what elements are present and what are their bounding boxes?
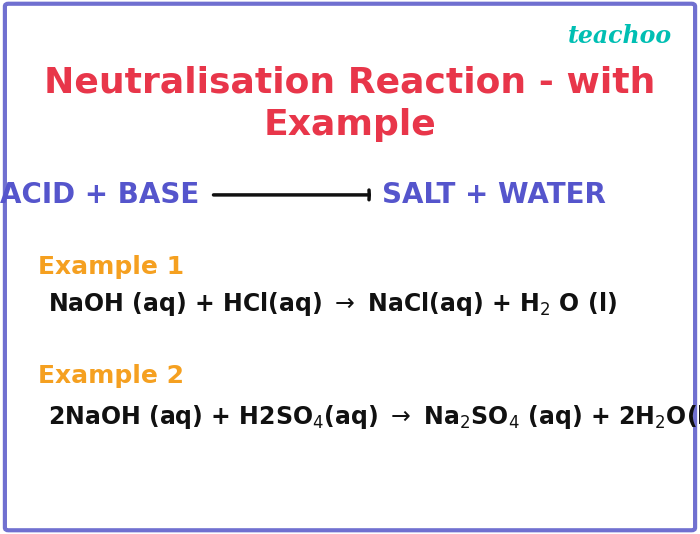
Text: Example: Example (264, 108, 436, 143)
Text: Neutralisation Reaction - with: Neutralisation Reaction - with (44, 66, 656, 100)
Text: SALT + WATER: SALT + WATER (382, 181, 606, 209)
Text: Example 1: Example 1 (38, 255, 185, 279)
Text: teachoo: teachoo (568, 24, 672, 48)
Text: 2NaOH (aq) + H2SO$_4$(aq) $\rightarrow$ Na$_2$SO$_4$ (aq) + 2H$_2$O(l): 2NaOH (aq) + H2SO$_4$(aq) $\rightarrow$ … (48, 403, 700, 430)
Text: ACID + BASE: ACID + BASE (0, 181, 199, 209)
Text: Example 2: Example 2 (38, 365, 185, 388)
FancyBboxPatch shape (5, 4, 695, 530)
Text: NaOH (aq) + HCl(aq) $\rightarrow$ NaCl(aq) + H$_2$ O (l): NaOH (aq) + HCl(aq) $\rightarrow$ NaCl(a… (48, 290, 617, 318)
